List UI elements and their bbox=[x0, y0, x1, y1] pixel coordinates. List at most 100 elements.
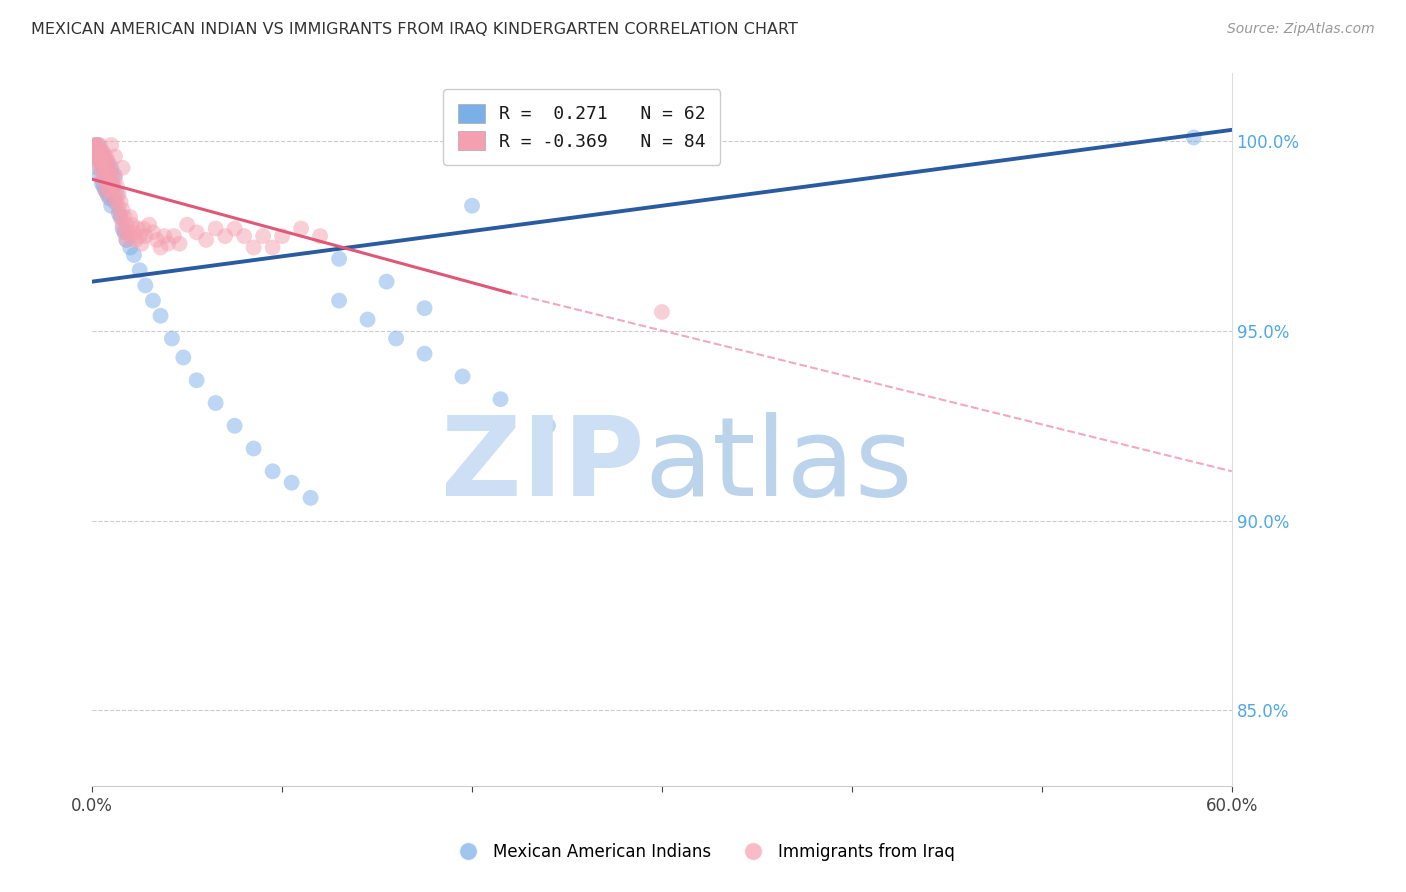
Point bbox=[111, 221, 134, 235]
Point bbox=[131, 236, 153, 251]
Point bbox=[385, 332, 408, 346]
Point bbox=[163, 229, 186, 244]
Point bbox=[98, 191, 121, 205]
Point bbox=[94, 161, 117, 175]
Point bbox=[84, 138, 107, 153]
Point bbox=[107, 202, 129, 217]
Point bbox=[96, 164, 118, 178]
Point bbox=[89, 145, 111, 160]
Point bbox=[110, 210, 132, 224]
Text: ZIP: ZIP bbox=[441, 412, 645, 519]
Point bbox=[96, 187, 118, 202]
Point bbox=[100, 199, 122, 213]
Point bbox=[96, 169, 118, 183]
Point bbox=[299, 491, 322, 505]
Point bbox=[110, 210, 132, 224]
Point bbox=[271, 229, 294, 244]
Point bbox=[98, 169, 121, 183]
Point bbox=[461, 199, 484, 213]
Point bbox=[186, 225, 208, 239]
Point bbox=[145, 233, 167, 247]
Point bbox=[107, 187, 129, 202]
Point bbox=[90, 176, 112, 190]
Point bbox=[117, 225, 139, 239]
Point bbox=[90, 153, 112, 168]
Point bbox=[105, 187, 128, 202]
Point bbox=[111, 161, 134, 175]
Point bbox=[153, 229, 176, 244]
Point bbox=[90, 145, 112, 160]
Point bbox=[242, 442, 264, 456]
Point bbox=[93, 169, 115, 183]
Point bbox=[84, 142, 107, 156]
Point bbox=[93, 157, 115, 171]
Point bbox=[89, 169, 111, 183]
Point bbox=[101, 179, 124, 194]
Point bbox=[94, 184, 117, 198]
Point bbox=[356, 312, 378, 326]
Point bbox=[105, 179, 128, 194]
Point bbox=[89, 142, 111, 156]
Point bbox=[87, 138, 110, 153]
Point bbox=[100, 179, 122, 194]
Point bbox=[89, 161, 111, 175]
Point bbox=[142, 225, 165, 239]
Point bbox=[128, 263, 150, 277]
Point bbox=[242, 240, 264, 254]
Point bbox=[90, 157, 112, 171]
Point bbox=[89, 138, 111, 153]
Legend: R =  0.271   N = 62, R = -0.369   N = 84: R = 0.271 N = 62, R = -0.369 N = 84 bbox=[443, 89, 720, 165]
Point bbox=[90, 145, 112, 160]
Point bbox=[413, 347, 436, 361]
Point bbox=[489, 392, 512, 407]
Point bbox=[104, 187, 127, 202]
Point bbox=[134, 278, 156, 293]
Point bbox=[169, 236, 191, 251]
Point bbox=[262, 240, 284, 254]
Point bbox=[142, 293, 165, 308]
Point bbox=[120, 240, 142, 254]
Point bbox=[100, 161, 122, 175]
Point bbox=[110, 194, 132, 209]
Point bbox=[104, 149, 127, 163]
Point bbox=[84, 149, 107, 163]
Point bbox=[233, 229, 256, 244]
Point bbox=[451, 369, 474, 384]
Point bbox=[224, 221, 246, 235]
Point bbox=[84, 149, 107, 163]
Point bbox=[214, 229, 236, 244]
Point bbox=[149, 240, 172, 254]
Point bbox=[100, 191, 122, 205]
Point bbox=[111, 218, 134, 232]
Point bbox=[87, 138, 110, 153]
Point bbox=[224, 418, 246, 433]
Point bbox=[94, 172, 117, 186]
Point bbox=[107, 206, 129, 220]
Point bbox=[96, 153, 118, 168]
Point bbox=[89, 153, 111, 168]
Point bbox=[1182, 130, 1205, 145]
Point bbox=[83, 138, 105, 153]
Point bbox=[537, 418, 560, 433]
Point bbox=[176, 218, 198, 232]
Point bbox=[93, 161, 115, 175]
Point bbox=[328, 252, 350, 266]
Point bbox=[100, 138, 122, 153]
Text: MEXICAN AMERICAN INDIAN VS IMMIGRANTS FROM IRAQ KINDERGARTEN CORRELATION CHART: MEXICAN AMERICAN INDIAN VS IMMIGRANTS FR… bbox=[31, 22, 797, 37]
Point bbox=[262, 464, 284, 478]
Point bbox=[132, 221, 155, 235]
Point bbox=[94, 164, 117, 178]
Point bbox=[89, 153, 111, 168]
Point bbox=[138, 218, 160, 232]
Point bbox=[204, 396, 226, 410]
Point bbox=[186, 373, 208, 387]
Point bbox=[84, 138, 107, 153]
Point bbox=[128, 229, 150, 244]
Point bbox=[98, 172, 121, 186]
Point bbox=[204, 221, 226, 235]
Point bbox=[94, 184, 117, 198]
Point bbox=[90, 172, 112, 186]
Point bbox=[101, 179, 124, 194]
Point bbox=[120, 210, 142, 224]
Point bbox=[105, 194, 128, 209]
